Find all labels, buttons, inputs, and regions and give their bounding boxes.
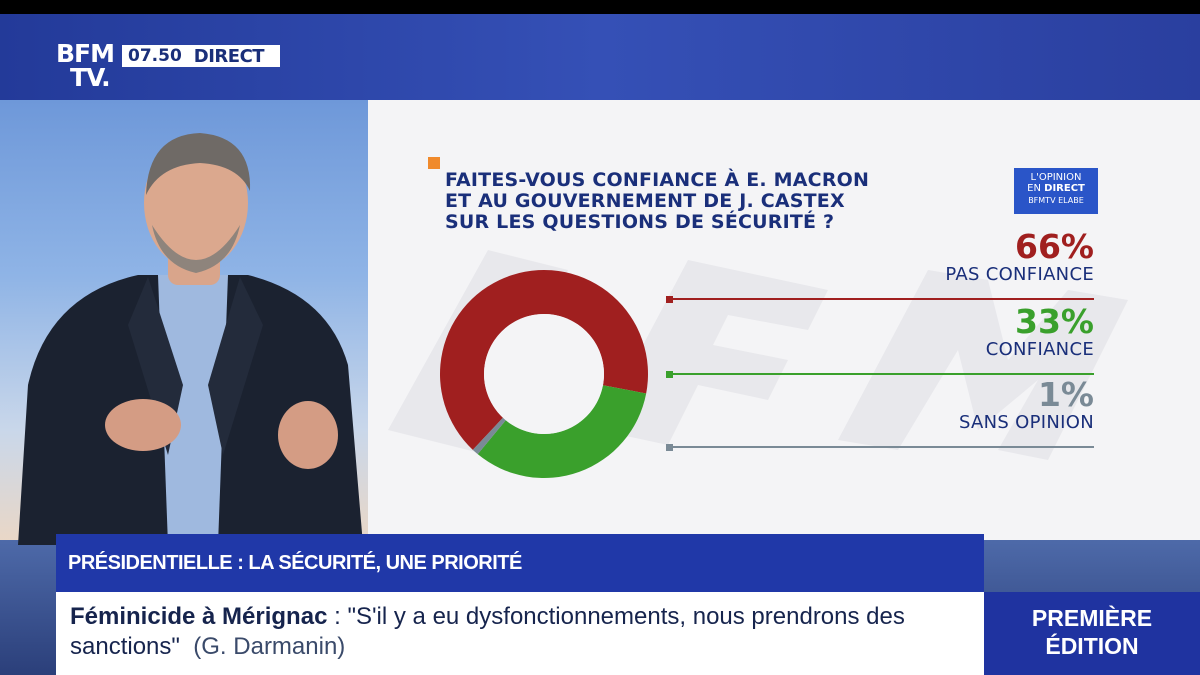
result-marker (666, 296, 673, 303)
poll-question: FAITES-VOUS CONFIANCE À E. MACRON ET AU … (445, 170, 965, 233)
ticker-source: (G. Darmanin) (193, 633, 346, 660)
ticker-separator: : (327, 603, 348, 630)
result-rule (666, 298, 1094, 300)
result-label: SANS OPINION (958, 412, 1094, 433)
result-percent: 66% (1015, 227, 1094, 266)
logo-line1: BFM (56, 39, 115, 68)
result-sans-opinion: 1% SANS OPINION (959, 378, 1094, 434)
result-pas-confiance: 66% PAS CONFIANCE (945, 230, 1094, 286)
presenter-figure (18, 133, 363, 545)
result-label: PAS CONFIANCE (945, 264, 1094, 285)
result-rule (666, 373, 1094, 375)
show-line2: ÉDITION (1045, 633, 1139, 659)
question-marker (428, 157, 440, 169)
badge-line2: EN DIRECT (1014, 183, 1098, 194)
badge-line2-bold: DIRECT (1044, 183, 1085, 194)
question-line2: ET AU GOUVERNEMENT DE J. CASTEX (445, 190, 845, 212)
result-marker (666, 444, 673, 451)
clock-time: 07.50 (122, 46, 188, 66)
question-line1: FAITES-VOUS CONFIANCE À E. MACRON (445, 169, 870, 191)
result-percent: 33% (1015, 302, 1094, 341)
badge-line1: L'OPINION (1030, 172, 1082, 183)
show-line1: PREMIÈRE (1031, 605, 1153, 631)
result-percent: 1% (1037, 375, 1094, 414)
question-line3: SUR LES QUESTIONS DE SÉCURITÉ ? (445, 211, 835, 233)
live-label: DIRECT (193, 45, 265, 67)
badge-line2-prefix: EN (1027, 183, 1041, 194)
show-name-box: PREMIÈRE ÉDITION (984, 592, 1200, 675)
top-black-bar (0, 0, 1200, 14)
donut-slice-pas-confiance (440, 270, 648, 450)
badge-line3: BFMTV ELABE (1028, 196, 1084, 205)
ticker-text: Féminicide à Mérignac : "S'il y a eu dys… (70, 602, 975, 662)
donut-chart (440, 270, 648, 478)
donut-slice-confiance (477, 385, 647, 478)
ticker-quote: "S'il y a eu dysfonctionnements, nous pr… (70, 603, 905, 660)
opinion-badge: L'OPINION EN DIRECT BFMTV ELABE (1014, 168, 1098, 214)
headline-banner: PRÉSIDENTIELLE : LA SÉCURITÉ, UNE PRIORI… (56, 534, 984, 592)
donut-slice-sans-opinion (472, 417, 506, 455)
result-confiance: 33% CONFIANCE (986, 305, 1094, 361)
result-marker (666, 371, 673, 378)
channel-logo: BFM TV. (56, 39, 115, 92)
time-live-tag: 07.50 DIRECT (122, 45, 280, 67)
result-label: CONFIANCE (985, 339, 1094, 360)
result-rule (666, 446, 1094, 448)
poll-card: FAITES-VOUS CONFIANCE À E. MACRON ET AU … (368, 100, 1200, 540)
logo-line2: TV. (70, 63, 111, 92)
ticker-topic: Féminicide à Mérignac (70, 603, 328, 630)
news-ticker: Féminicide à Mérignac : "S'il y a eu dys… (56, 592, 984, 675)
donut-hole (484, 314, 604, 434)
